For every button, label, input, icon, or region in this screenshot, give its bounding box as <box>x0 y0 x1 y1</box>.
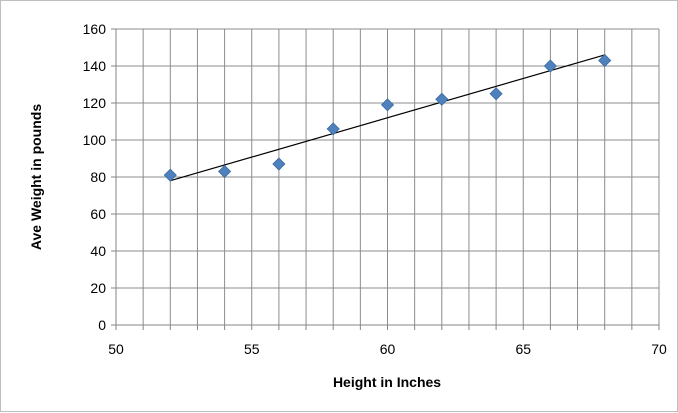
data-point <box>489 87 503 101</box>
data-points <box>163 53 612 182</box>
trendline-layer <box>170 54 605 182</box>
data-point <box>218 164 232 179</box>
data-point <box>598 53 612 68</box>
y-tick-label: 80 <box>90 169 106 185</box>
x-axis-title: Height in Inches <box>333 374 441 390</box>
y-tick-label: 160 <box>83 21 107 37</box>
y-tick-label: 100 <box>83 132 107 148</box>
y-tick-label: 120 <box>83 95 107 111</box>
x-tick-label: 65 <box>515 341 531 357</box>
tick-labels: 0 20 40 60 80 100 120 140 160 50 55 60 65 70 <box>83 21 667 357</box>
linear-trendline <box>170 54 605 182</box>
grid-lines <box>116 28 660 325</box>
x-tick-label: 50 <box>108 341 124 357</box>
x-tick-label: 55 <box>244 341 260 357</box>
y-axis-title: Ave Weight in pounds <box>28 104 44 250</box>
data-point <box>326 122 340 136</box>
y-tick-label: 20 <box>90 280 106 296</box>
data-point <box>380 98 395 112</box>
y-tick-label: 0 <box>98 317 106 333</box>
data-point <box>163 168 177 182</box>
y-tick-label: 60 <box>90 206 106 222</box>
y-tick-label: 140 <box>83 58 107 74</box>
data-point <box>543 59 557 73</box>
data-point <box>435 92 449 106</box>
axes <box>111 28 660 330</box>
x-tick-label: 60 <box>380 341 396 357</box>
x-tick-label: 70 <box>651 341 667 357</box>
data-point <box>272 157 286 171</box>
y-tick-label: 40 <box>90 243 106 259</box>
